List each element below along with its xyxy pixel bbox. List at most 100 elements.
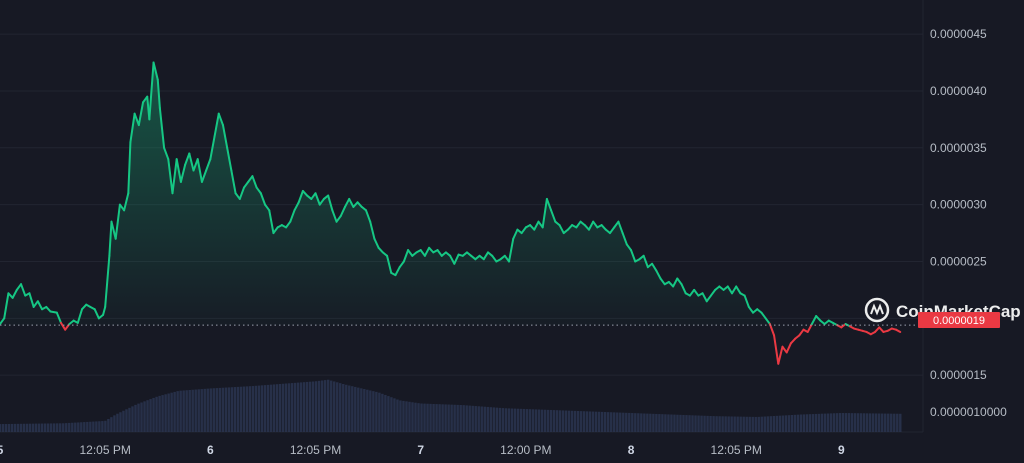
- volume-bar: [679, 414, 682, 432]
- volume-bar: [245, 386, 249, 432]
- volume-bar: [543, 409, 547, 432]
- price-segment: [600, 224, 607, 231]
- volume-bar: [330, 380, 333, 432]
- volume-bar: [215, 388, 218, 432]
- volume-bar: [317, 380, 321, 432]
- volume-bar: [516, 408, 520, 432]
- volume-bar: [116, 413, 119, 432]
- volume-bar: [13, 423, 17, 432]
- price-segment: [184, 152, 191, 166]
- price-segment: [895, 328, 902, 333]
- volume-bar: [31, 423, 35, 432]
- price-segment: [163, 146, 170, 161]
- price-tag-bg: [918, 312, 1000, 328]
- price-segment: [301, 189, 309, 197]
- price-segment: [36, 300, 44, 311]
- volume-bar: [287, 383, 291, 432]
- price-segment: [764, 317, 771, 325]
- volume-bar: [682, 414, 685, 432]
- volume-bar: [254, 385, 258, 432]
- volume-bar: [284, 383, 288, 432]
- price-segment: [373, 237, 380, 249]
- volume-bar: [766, 416, 769, 432]
- volume-bar: [402, 400, 405, 432]
- volume-bar: [495, 407, 499, 432]
- price-segment: [377, 246, 384, 254]
- volume-bar: [637, 413, 640, 432]
- volume-bar: [22, 423, 26, 432]
- volume-bar: [339, 383, 342, 432]
- volume-bar: [272, 384, 276, 432]
- price-segment: [81, 303, 88, 311]
- volume-bar: [323, 380, 327, 432]
- y-axis: 0.0000045 0.0000040 0.0000035 0.0000030 0.00…: [930, 27, 1007, 419]
- volume-bar: [588, 411, 592, 432]
- volume-bar: [748, 416, 751, 432]
- price-segment: [810, 315, 818, 325]
- price-segment: [617, 220, 624, 235]
- volume-bar: [89, 421, 92, 432]
- price-segment: [343, 197, 351, 208]
- volume-bar: [191, 389, 194, 432]
- price-segment: [491, 254, 498, 263]
- price-segment: [188, 152, 195, 172]
- volume-bar: [444, 404, 447, 432]
- volume-bar: [435, 404, 438, 432]
- price-segment: [272, 226, 279, 235]
- volume-bar: [622, 412, 625, 432]
- price-segment: [110, 220, 117, 240]
- price-segment: [402, 249, 410, 263]
- volume-bar: [700, 415, 703, 432]
- price-segment: [293, 201, 300, 212]
- price-segment: [423, 246, 431, 257]
- volume-bar: [182, 390, 185, 432]
- price-segment: [587, 220, 595, 231]
- volume-bar: [896, 413, 899, 432]
- price-segment: [651, 262, 658, 272]
- volume-bar: [877, 413, 881, 432]
- volume-bar: [661, 414, 664, 432]
- price-segment: [179, 163, 187, 183]
- volume-bar: [610, 412, 613, 432]
- volume-bar: [387, 396, 390, 432]
- price-segment: [743, 294, 750, 308]
- volume-bar: [34, 423, 38, 432]
- volume-bar: [585, 411, 589, 432]
- volume-bar: [429, 403, 432, 432]
- volume-bar: [170, 392, 173, 432]
- price-segment: [680, 283, 687, 295]
- volume-bar: [739, 416, 742, 432]
- volume-bar: [299, 382, 303, 432]
- volume-bar: [333, 381, 336, 432]
- volume-bar: [140, 402, 143, 432]
- volume-bar: [74, 422, 77, 432]
- price-segment: [545, 197, 553, 212]
- volume-bar: [320, 380, 324, 432]
- volume-bar: [203, 388, 206, 432]
- volume-bar: [0, 424, 2, 432]
- x-tick-label: 9: [838, 443, 845, 457]
- price-segment: [200, 169, 208, 183]
- volume-bar: [856, 413, 860, 432]
- volume-bar: [477, 406, 480, 432]
- price-segment: [747, 305, 755, 314]
- price-segment: [592, 220, 599, 229]
- price-segment: [196, 158, 203, 183]
- volume-bar: [278, 383, 282, 432]
- volume-bar: [158, 395, 161, 432]
- volume-bar: [576, 410, 580, 432]
- volume-bar: [357, 387, 360, 432]
- price-segment: [221, 124, 229, 149]
- price-segment: [152, 61, 159, 81]
- volume-bar: [438, 404, 441, 432]
- price-segment: [726, 285, 733, 295]
- volume-bar: [570, 410, 574, 432]
- volume-bar: [670, 414, 673, 432]
- volume-bar: [628, 412, 631, 432]
- x-tick-label: 12:05 PM: [290, 443, 341, 457]
- volume-bar: [239, 386, 243, 432]
- volume-bar: [110, 417, 113, 432]
- volume-bar: [745, 416, 748, 432]
